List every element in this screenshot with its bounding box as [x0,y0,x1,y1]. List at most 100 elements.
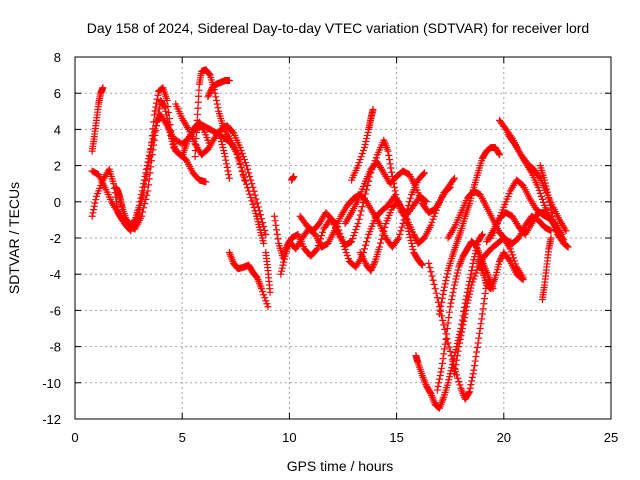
data-point-marker [461,310,469,318]
data-point-marker [410,232,418,240]
data-point-marker [239,153,247,161]
data-point-marker [261,294,269,302]
data-point-marker [481,290,489,298]
data-point-marker [90,202,98,210]
series-9 [225,248,272,311]
data-point-marker [225,174,233,182]
data-point-marker [563,242,571,250]
data-point-marker [505,256,513,264]
data-point-marker [472,269,480,277]
y-tick-label: -8 [49,340,61,355]
data-point-marker [344,255,352,263]
data-point-marker [425,259,433,267]
data-point-marker [137,191,145,199]
data-point-marker [446,347,454,355]
data-point-marker [426,388,434,396]
data-point-marker [357,153,365,161]
data-point-marker [149,135,157,143]
data-point-marker [207,87,215,95]
data-point-marker [350,232,358,240]
data-point-marker [470,275,478,283]
data-point-marker [465,388,473,396]
data-point-marker [547,227,555,235]
data-point-marker [469,259,477,267]
data-point-marker [145,175,153,183]
data-point-marker [253,199,261,207]
data-point-marker [435,375,443,383]
data-point-marker [409,245,417,253]
data-point-marker [248,180,256,188]
data-point-marker [534,183,542,191]
data-point-marker [444,339,452,347]
data-point-marker [452,368,460,376]
data-point-marker [449,360,457,368]
data-point-marker [370,261,378,269]
data-point-marker [363,131,371,139]
data-point-marker [479,305,487,313]
series-11 [270,192,431,271]
data-point-marker [496,258,504,266]
series-6 [172,100,270,238]
data-point-marker [438,312,446,320]
data-point-marker [385,151,393,159]
y-tick-label: -10 [42,376,61,391]
data-point-marker [139,183,147,191]
data-point-marker [141,200,149,208]
data-point-marker [349,235,357,243]
data-point-marker [99,84,107,92]
data-point-marker [290,172,298,180]
data-point-marker [250,204,258,212]
data-point-marker [466,274,474,282]
data-point-marker [356,211,364,219]
data-point-marker [135,201,143,209]
data-point-marker [244,165,252,173]
data-point-marker [440,345,448,353]
data-point-marker [495,150,503,158]
data-point-marker [519,276,527,284]
data-point-marker [563,242,571,250]
data-point-marker [445,373,453,381]
data-point-marker [433,294,441,302]
data-point-marker [360,144,368,151]
data-point-marker [155,105,163,113]
series-23 [425,259,491,403]
data-point-marker [390,183,398,191]
data-point-marker [223,160,231,168]
data-point-marker [535,186,543,194]
data-point-marker [453,352,461,360]
x-tick-label: 20 [497,430,511,445]
data-point-marker [280,258,288,266]
data-point-marker [472,353,480,361]
data-point-marker [355,215,363,223]
data-point-marker [465,293,473,301]
data-point-marker [446,303,454,311]
data-point-marker [473,344,481,352]
data-point-marker [465,389,473,397]
data-point-marker [148,138,156,146]
data-point-marker [439,290,447,298]
data-point-marker [445,308,453,316]
data-point-marker [429,276,437,284]
data-point-marker [279,261,287,269]
data-point-marker [447,352,455,360]
data-point-marker [478,232,486,240]
data-point-marker [546,198,554,206]
data-point-marker [147,163,155,171]
axis-ticks: 0 5 10 15 20 25 -12 -10 -8 -6 -4 -2 0 2 4 6 8 [42,50,618,445]
data-point-marker [260,239,268,247]
data-point-marker [223,163,231,171]
data-point-marker [238,167,246,175]
data-point-marker [407,194,415,202]
data-point-marker [160,102,168,110]
data-point-marker [347,238,355,246]
series-30 [538,234,555,304]
data-point-marker [147,141,155,149]
x-tick-label: 25 [604,430,618,445]
data-point-marker [543,185,551,193]
data-point-marker [440,350,448,358]
data-point-marker [459,321,467,329]
data-point-marker [343,251,351,259]
data-point-marker [280,255,288,263]
data-point-marker [407,236,415,244]
data-point-marker [468,267,476,275]
